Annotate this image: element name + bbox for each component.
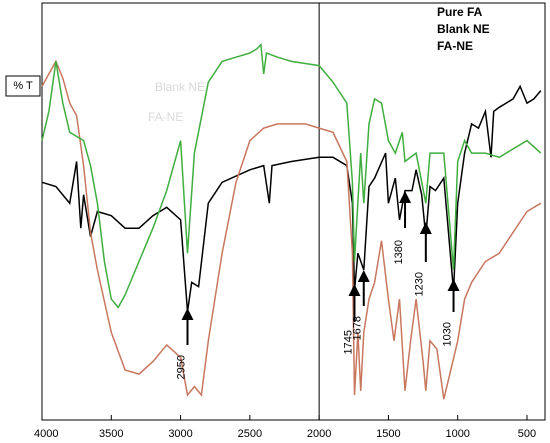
ylabel-box (5, 75, 41, 97)
plot-frame (41, 2, 546, 421)
x-tick-label: 2000 (307, 428, 331, 440)
series-line (41, 84, 542, 312)
y-axis-label: % T (13, 80, 33, 92)
annotation-label: 1745 (342, 330, 354, 354)
annotation-label: 1380 (393, 240, 405, 264)
annotation-label: 1230 (414, 272, 426, 296)
legend-label: Blank NE (437, 22, 490, 36)
annotation-label: 1030 (441, 322, 453, 346)
x-tick-label: 1000 (445, 428, 469, 440)
x-tick-label: 3000 (168, 428, 192, 440)
legend-label: FA-NE (437, 39, 473, 53)
annotation-label: 1678 (352, 316, 364, 340)
x-tick-label: 2500 (238, 428, 262, 440)
x-tick-label: 500 (518, 428, 536, 440)
ghost-label: Blank NE (155, 80, 205, 94)
legend-label: Pure FA (437, 5, 483, 19)
x-tick-label: 4000 (34, 428, 58, 440)
x-tick-label: 3500 (99, 428, 123, 440)
ghost-label: FA-NE (148, 110, 183, 124)
x-tick-label: 1500 (376, 428, 400, 440)
annotation-label: 2950 (175, 355, 187, 379)
series-line (41, 43, 542, 309)
series-line (41, 59, 542, 400)
